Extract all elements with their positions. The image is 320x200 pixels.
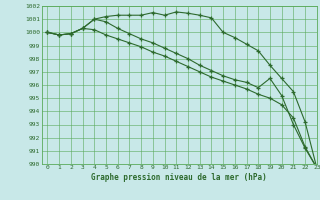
X-axis label: Graphe pression niveau de la mer (hPa): Graphe pression niveau de la mer (hPa) bbox=[91, 173, 267, 182]
